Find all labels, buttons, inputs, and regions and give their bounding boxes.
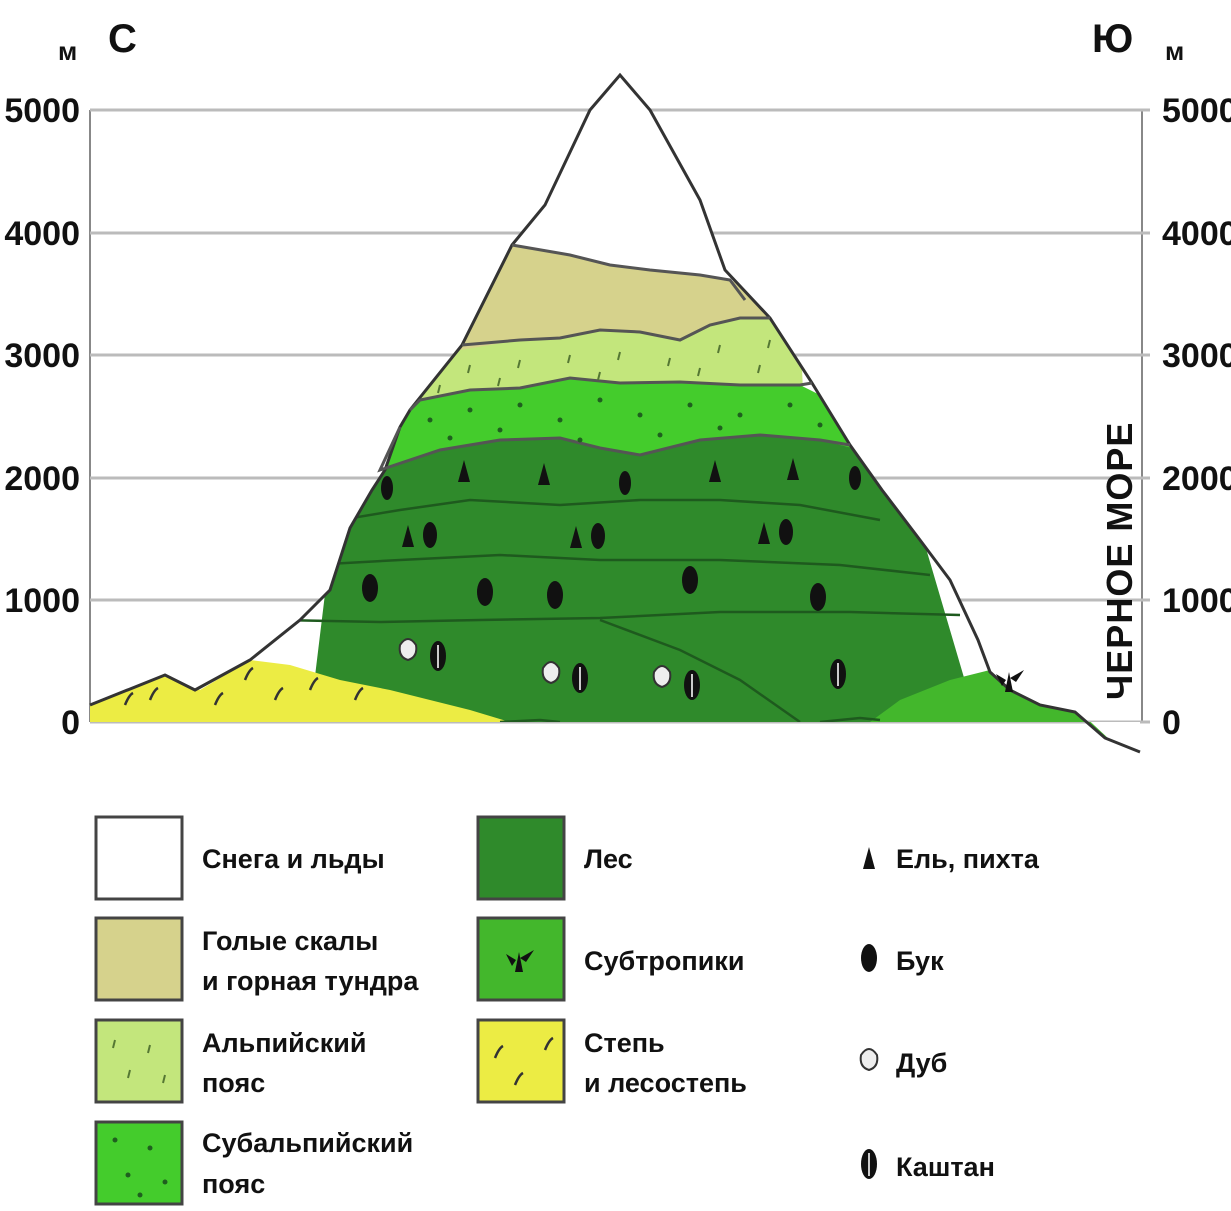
spruce-icon [863, 847, 875, 869]
chestnut-icon [861, 1149, 877, 1179]
legend-label-rock-2: и горная тундра [202, 966, 419, 996]
swatch-alpine [94, 1018, 184, 1104]
palm-symbol [996, 670, 1024, 692]
legend-item-rock: Голые скалы и горная тундра [94, 916, 419, 1002]
oak-icon [859, 1048, 879, 1072]
subalpine-pattern [427, 397, 823, 443]
tick-left-1000: 1000 [4, 582, 80, 620]
tick-right-2000: 2000 [1162, 460, 1231, 498]
legend-label-beech: Бук [896, 946, 944, 976]
legend-label-subalpine-2: пояс [202, 1169, 265, 1199]
swatch-steppe [476, 1018, 566, 1104]
tick-left-3000: 3000 [4, 337, 80, 375]
legend-item-beech: Бук [861, 944, 944, 976]
legend-label-subtropics: Субтропики [584, 946, 744, 976]
north-label: С [108, 17, 137, 61]
zone-steppe [90, 660, 510, 722]
legend-item-forest: Лес [476, 815, 633, 901]
tick-right-4000: 4000 [1162, 215, 1231, 253]
legend-label-snow: Снега и льды [202, 844, 385, 874]
legend-item-subtropics: Субтропики [476, 916, 744, 1002]
swatch-subtropics [476, 916, 566, 1002]
legend-label-steppe-1: Степь [584, 1028, 665, 1058]
legend-item-oak: Дуб [859, 1048, 947, 1078]
legend-label-rock-1: Голые скалы [202, 926, 378, 956]
swatch-snow [94, 815, 184, 901]
legend-item-spruce: Ель, пихта [863, 844, 1040, 874]
swatch-forest [476, 815, 566, 901]
sea-label: ЧЕРНОЕ МОРЕ [1099, 422, 1140, 700]
tick-right-1000: 1000 [1162, 582, 1231, 620]
mountain-profile [90, 240, 1140, 752]
tick-left-5000: 5000 [4, 92, 80, 130]
tick-left-4000: 4000 [4, 215, 80, 253]
chestnut-symbols [430, 641, 846, 700]
tick-left-0: 0 [61, 704, 80, 742]
tick-left-2000: 2000 [4, 460, 80, 498]
legend-item-snow: Снега и льды [94, 815, 385, 901]
beech-icon [861, 944, 877, 972]
tick-right-5000: 5000 [1162, 92, 1231, 130]
tick-right-0: 0 [1162, 704, 1181, 742]
legend-label-forest: Лес [584, 844, 633, 874]
swatch-rock [94, 916, 184, 1002]
legend-label-steppe-2: и лесостепь [584, 1068, 747, 1098]
legend-label-spruce: Ель, пихта [896, 844, 1040, 874]
legend-label-oak: Дуб [896, 1048, 947, 1078]
legend-item-chestnut: Каштан [861, 1149, 995, 1182]
legend: Снега и льды Голые скалы и горная тундра… [94, 815, 1040, 1206]
legend-label-chestnut: Каштан [896, 1152, 995, 1182]
alpine-pattern [437, 339, 771, 394]
legend-item-subalpine: Субальпийский пояс [94, 1120, 413, 1206]
legend-label-subalpine-1: Субальпийский [202, 1128, 413, 1158]
right-ticks: 0 1000 2000 3000 4000 5000 [1162, 92, 1231, 742]
forest-band-lines [279, 498, 961, 724]
south-label: Ю [1092, 17, 1133, 61]
legend-item-alpine: Альпийский пояс [94, 1018, 366, 1104]
tick-right-3000: 3000 [1162, 337, 1231, 375]
zone-forest [300, 435, 1000, 752]
spruce-symbols [402, 458, 799, 548]
unit-left: м [58, 36, 77, 66]
legend-label-alpine-2: пояс [202, 1068, 265, 1098]
unit-right: м [1165, 36, 1184, 66]
mountain-outline [89, 72, 1141, 754]
left-ticks: 0 1000 2000 3000 4000 5000 [4, 92, 80, 742]
zone-boundaries [377, 243, 851, 473]
legend-item-steppe: Степь и лесостепь [476, 1018, 747, 1104]
legend-label-alpine-1: Альпийский [202, 1028, 366, 1058]
swatch-subalpine [94, 1120, 184, 1206]
steppe-pattern [123, 666, 364, 706]
oak-symbols [398, 638, 672, 689]
beech-symbols [362, 466, 861, 611]
